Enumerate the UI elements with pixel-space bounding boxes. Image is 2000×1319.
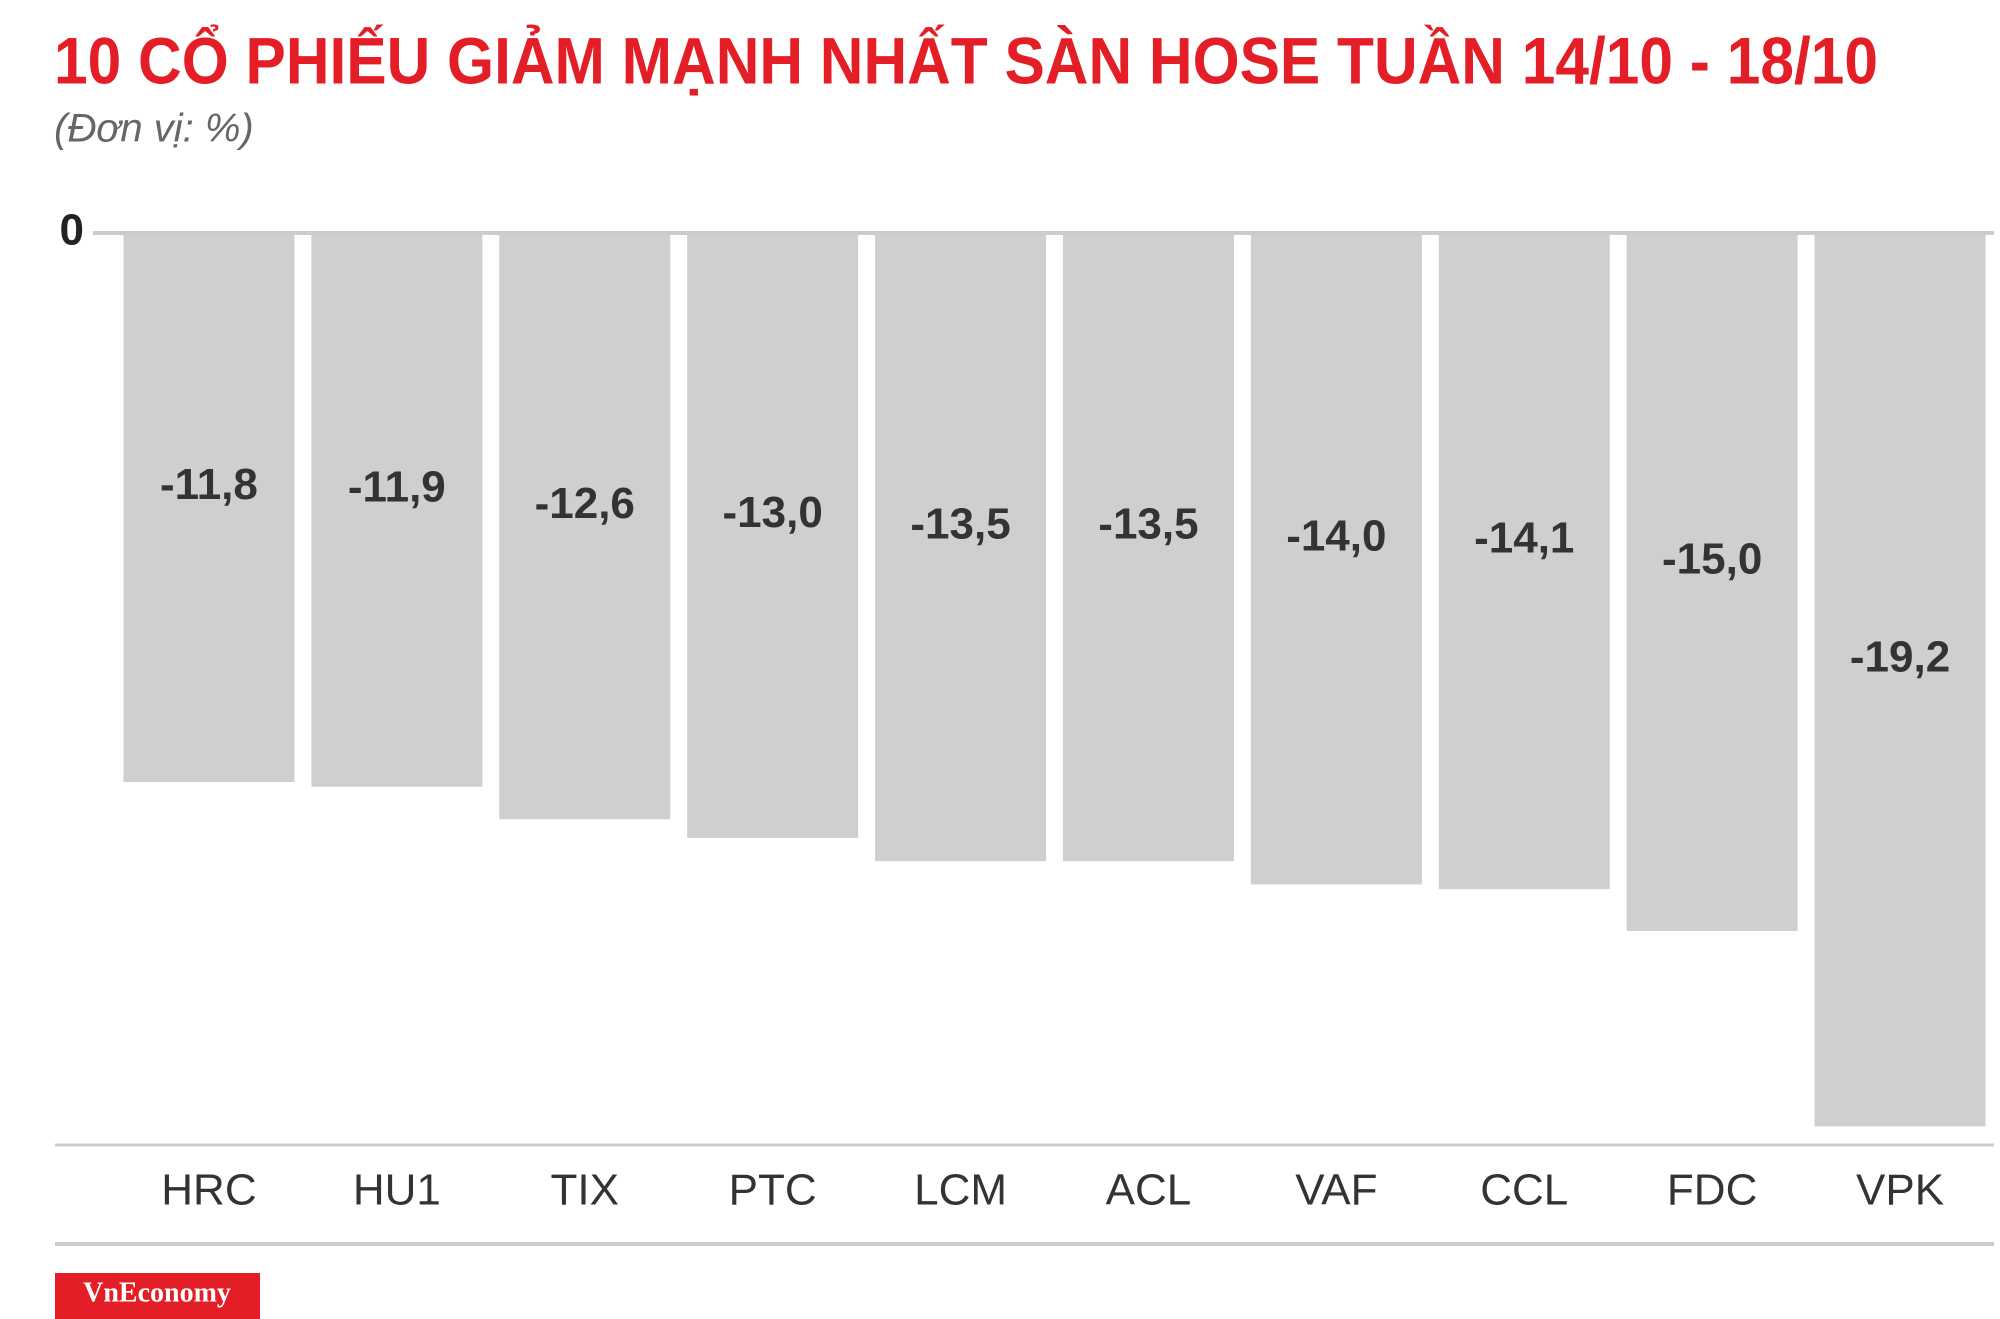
- x-tick-label: VPK: [1856, 1166, 1944, 1215]
- x-tick-label: HU1: [353, 1166, 441, 1215]
- x-tick-label: CCL: [1480, 1166, 1568, 1215]
- value-label: -13,0: [723, 488, 823, 537]
- x-tick-label: ACL: [1106, 1166, 1192, 1215]
- value-label: -11,8: [160, 460, 258, 509]
- y-tick-label: 0: [60, 206, 84, 255]
- bar: [1626, 233, 1798, 931]
- x-tick-label: LCM: [914, 1166, 1007, 1215]
- value-label: -13,5: [910, 500, 1010, 549]
- bar: [123, 233, 295, 783]
- x-tick-label: HRC: [161, 1166, 256, 1215]
- value-label: -11,9: [348, 462, 446, 511]
- chart-title: 10 CỔ PHIẾU GIẢM MẠNH NHẤT SÀN HOSE TUẦN…: [54, 23, 1878, 97]
- bar: [875, 233, 1047, 862]
- chart-subtitle: (Đơn vị: %): [54, 107, 254, 151]
- bar: [1250, 233, 1422, 885]
- x-tick-label: TIX: [551, 1166, 619, 1215]
- x-tick-label: FDC: [1667, 1166, 1757, 1215]
- bar: [1438, 233, 1610, 890]
- bar: [687, 233, 859, 838]
- value-label: -12,6: [535, 479, 635, 528]
- bar: [499, 233, 671, 820]
- bar: [1062, 233, 1234, 862]
- value-label: -13,5: [1098, 500, 1198, 549]
- x-tick-label: VAF: [1295, 1166, 1377, 1215]
- logo-box: [55, 1273, 260, 1319]
- value-label: -15,0: [1662, 535, 1762, 584]
- bar: [311, 233, 483, 787]
- logo: VnEconomy: [83, 1277, 231, 1308]
- value-label: -19,2: [1850, 632, 1950, 681]
- bar: [1814, 233, 1986, 1127]
- value-label: -14,1: [1474, 514, 1574, 563]
- value-label: -14,0: [1286, 511, 1386, 560]
- x-tick-label: PTC: [729, 1166, 817, 1215]
